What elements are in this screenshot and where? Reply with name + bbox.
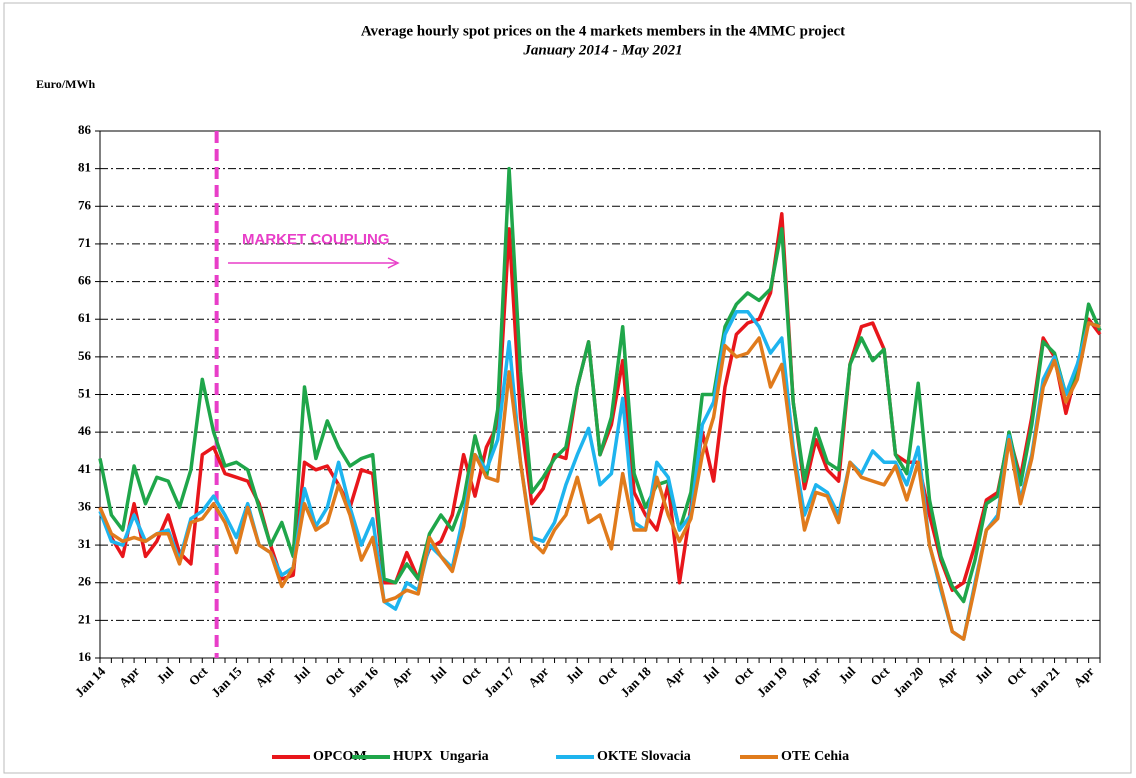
legend-label: OTE Cehia xyxy=(781,749,849,764)
x-tick-label: Oct xyxy=(595,663,620,688)
x-tick-label: Jan 17 xyxy=(481,663,518,700)
x-tick-label: Jul xyxy=(426,663,449,686)
y-tick-label: 76 xyxy=(78,197,92,212)
x-tick-label: Jul xyxy=(972,663,995,686)
x-tick-label: Oct xyxy=(731,663,756,688)
x-tick-label: Jan 15 xyxy=(208,663,245,700)
y-tick-label: 21 xyxy=(78,611,91,626)
x-tick-label: Oct xyxy=(867,663,892,688)
x-tick-label: Apr xyxy=(798,663,825,690)
y-tick-label: 16 xyxy=(78,649,92,664)
x-tick-label: Jan 16 xyxy=(345,663,382,700)
x-tick-label: Oct xyxy=(1004,663,1029,688)
x-tick-label: Apr xyxy=(1070,663,1097,690)
x-tick-label: Jul xyxy=(699,663,722,686)
x-tick-label: Apr xyxy=(934,663,961,690)
y-tick-label: 36 xyxy=(78,498,92,513)
chart-subtitle: January 2014 - May 2021 xyxy=(522,42,682,58)
y-tick-label: 41 xyxy=(78,461,91,476)
series-line xyxy=(98,166,1102,604)
x-tick-label: Jul xyxy=(835,663,858,686)
series-line xyxy=(98,321,1101,641)
y-tick-label: 86 xyxy=(78,122,92,137)
x-tick-label: Apr xyxy=(116,663,143,690)
x-tick-label: Jul xyxy=(563,663,586,686)
y-tick-label: 46 xyxy=(78,423,92,438)
y-tick-label: 56 xyxy=(78,348,92,363)
chart-title: Average hourly spot prices on the 4 mark… xyxy=(361,23,845,39)
legend-label: OKTE Slovacia xyxy=(597,749,691,764)
y-tick-label: 31 xyxy=(78,536,91,551)
y-tick-label: 71 xyxy=(78,235,91,250)
x-tick-label: Apr xyxy=(525,663,552,690)
x-tick-label: Apr xyxy=(661,663,688,690)
x-tick-label: Apr xyxy=(389,663,416,690)
y-tick-label: 61 xyxy=(78,310,91,325)
x-tick-label: Jul xyxy=(154,663,177,686)
x-tick-label: Jul xyxy=(290,663,313,686)
legend-label: OPCOM xyxy=(313,749,367,764)
x-tick-label: Jan 20 xyxy=(890,664,926,700)
x-tick-label: Jan 21 xyxy=(1026,664,1062,700)
x-tick-label: Apr xyxy=(252,663,279,690)
x-tick-label: Jan 18 xyxy=(617,663,654,700)
y-axis-label: Euro/MWh xyxy=(36,77,95,91)
y-tick-label: 81 xyxy=(78,160,91,175)
frame xyxy=(3,2,1132,774)
legend-label: HUPX Ungaria xyxy=(393,749,489,764)
annotation: MARKET COUPLING xyxy=(242,231,390,248)
x-tick-label: Oct xyxy=(186,663,211,688)
y-tick-label: 51 xyxy=(78,385,91,400)
x-tick-label: Oct xyxy=(458,663,483,688)
x-tick-label: Jan 14 xyxy=(72,663,109,700)
x-tick-label: Oct xyxy=(322,663,347,688)
annotation-arrowhead xyxy=(387,257,400,269)
y-tick-label: 26 xyxy=(78,574,92,589)
x-tick-label: Jan 19 xyxy=(754,663,791,700)
y-tick-label: 66 xyxy=(78,273,92,288)
